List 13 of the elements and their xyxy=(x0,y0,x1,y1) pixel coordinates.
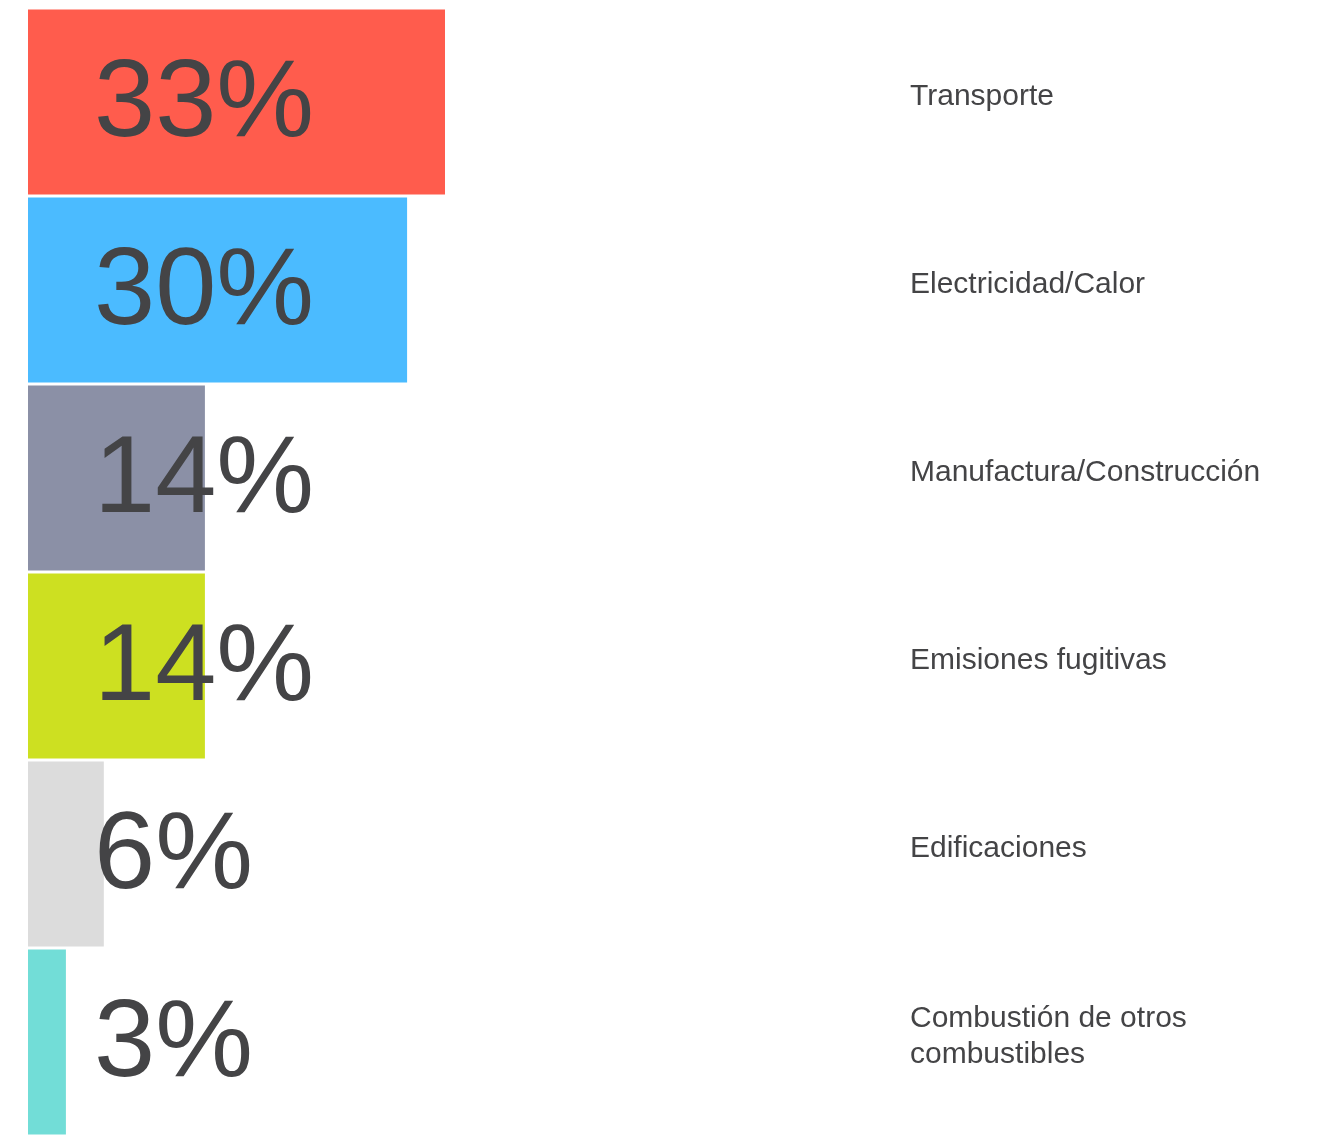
y-tick-label: Electricidad/Calor xyxy=(910,266,1146,300)
y-tick-label: Edificaciones xyxy=(910,830,1087,864)
bar xyxy=(28,197,408,383)
data-label: 30% xyxy=(94,224,315,348)
y-tick-label: Emisiones fugitivas xyxy=(910,642,1167,676)
y-tick-label: Combustión de otros combustibles xyxy=(910,1000,1187,1070)
data-label: 3% xyxy=(94,976,253,1100)
y-tick-label: Manufactura/Construcción xyxy=(910,454,1261,488)
y-tick-label: Transporte xyxy=(910,78,1054,112)
bar xyxy=(28,949,66,1135)
bar xyxy=(28,9,445,195)
data-label: 33% xyxy=(94,36,315,160)
data-label: 6% xyxy=(94,788,253,912)
